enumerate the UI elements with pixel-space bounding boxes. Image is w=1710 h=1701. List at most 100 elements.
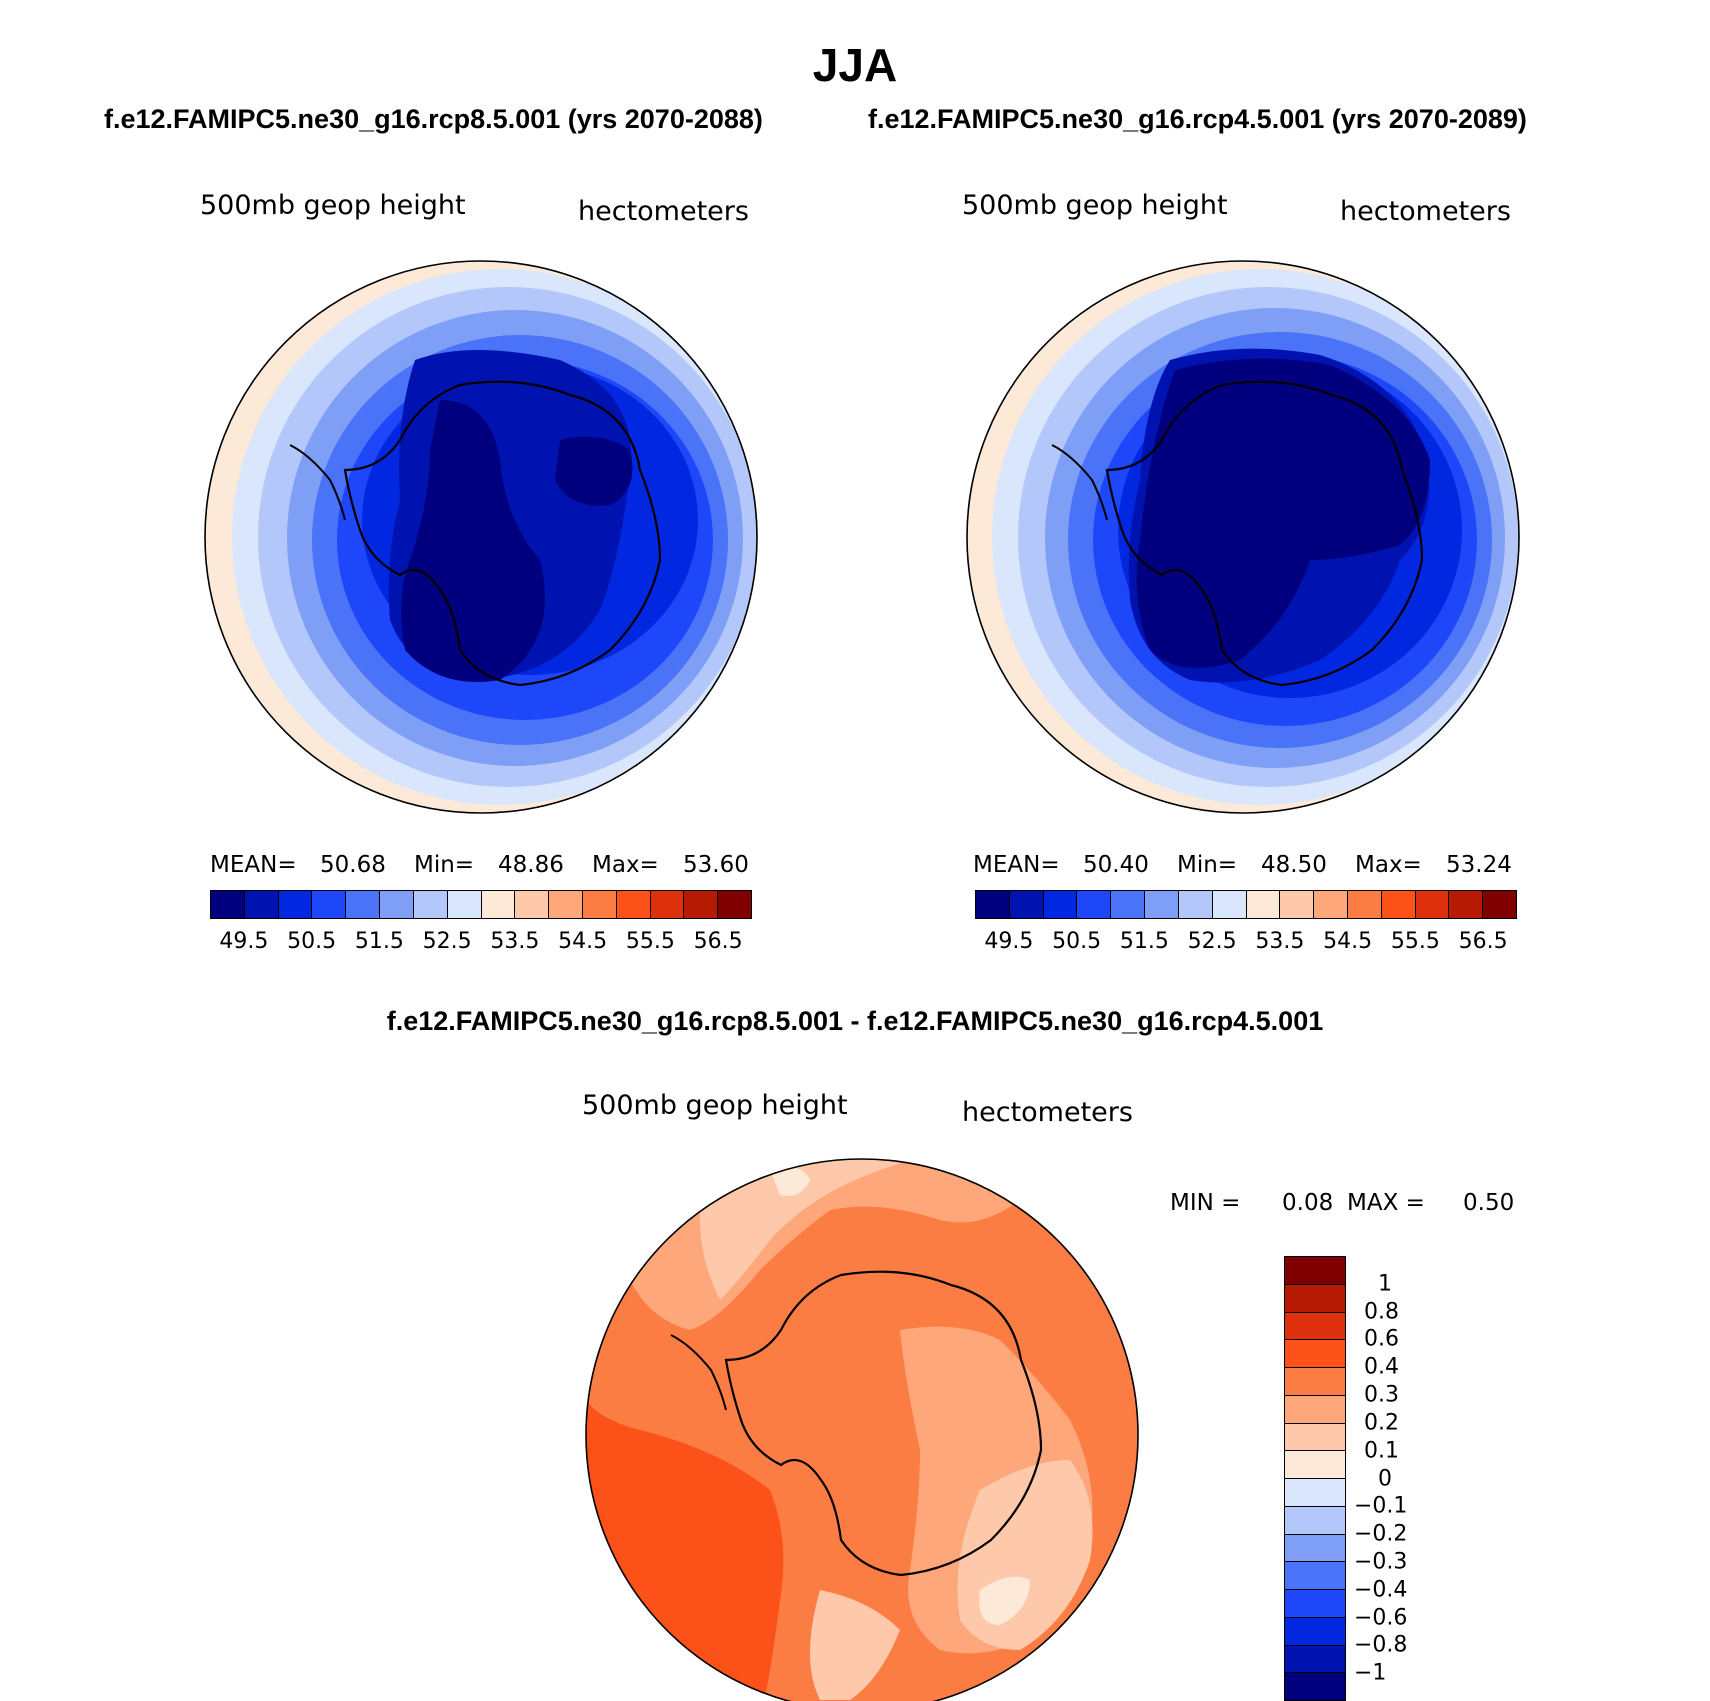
colorbar-swatch <box>1285 1340 1345 1368</box>
colorbar-tick-label: 54.5 <box>1323 929 1373 954</box>
colorbar-swatch <box>447 891 482 918</box>
colorbar-swatch <box>1285 1257 1345 1285</box>
left-mean-label: MEAN= <box>210 852 297 878</box>
colorbar-tick-label: 0.6 <box>1364 1326 1399 1352</box>
colorbar-swatch <box>413 891 448 918</box>
colorbar-tick-label: 53.5 <box>1255 929 1305 954</box>
right-min-label: Min= <box>1177 852 1238 878</box>
colorbar-swatch <box>1285 1395 1345 1424</box>
diff-min-label: MIN = <box>1170 1190 1241 1216</box>
colorbar-swatch <box>1285 1423 1345 1452</box>
colorbar-swatch <box>1415 891 1450 918</box>
left-max-value: 53.60 <box>683 852 749 878</box>
colorbar-swatch <box>1077 891 1112 918</box>
diff-units-label: hectometers <box>962 1097 1133 1128</box>
colorbar-tick-label: 49.5 <box>984 929 1034 954</box>
colorbar-tick-label: 56.5 <box>1458 929 1508 954</box>
left-colorbar <box>210 890 752 919</box>
colorbar-tick-label: 52.5 <box>1187 929 1237 954</box>
right-colorbar <box>975 890 1517 919</box>
diff-max-label: MAX = <box>1347 1190 1425 1216</box>
diff-min-value: 0.08 <box>1282 1190 1334 1216</box>
right-max-label: Max= <box>1355 852 1422 878</box>
right-min-value: 48.50 <box>1261 852 1327 878</box>
left-variable-label: 500mb geop height <box>200 190 466 221</box>
colorbar-tick-label: −0.2 <box>1354 1521 1408 1547</box>
colorbar-tick-label: −0.8 <box>1354 1632 1408 1658</box>
colorbar-swatch <box>481 891 516 918</box>
colorbar-swatch <box>650 891 685 918</box>
colorbar-swatch <box>684 891 719 918</box>
colorbar-tick-label: 0.1 <box>1364 1438 1399 1464</box>
colorbar-swatch <box>1285 1368 1345 1396</box>
colorbar-swatch <box>1449 891 1484 918</box>
colorbar-tick-label: −1 <box>1354 1660 1387 1686</box>
colorbar-tick-label: 0.8 <box>1364 1299 1399 1325</box>
right-mean-value: 50.40 <box>1083 852 1149 878</box>
right-mean-label: MEAN= <box>973 852 1060 878</box>
colorbar-swatch <box>312 891 347 918</box>
colorbar-swatch <box>1347 891 1382 918</box>
colorbar-swatch <box>1043 891 1078 918</box>
colorbar-swatch <box>718 891 751 918</box>
diff-variable-label: 500mb geop height <box>582 1090 848 1121</box>
colorbar-swatch <box>1212 891 1247 918</box>
colorbar-swatch <box>1285 1451 1345 1479</box>
right-variable-label: 500mb geop height <box>962 190 1228 221</box>
colorbar-swatch <box>616 891 651 918</box>
colorbar-tick-label: 54.5 <box>558 929 608 954</box>
colorbar-swatch <box>1285 1617 1345 1646</box>
right-units-label: hectometers <box>1340 196 1511 227</box>
colorbar-swatch <box>244 891 279 918</box>
left-min-label: Min= <box>414 852 475 878</box>
colorbar-tick-label: 0.4 <box>1364 1354 1399 1380</box>
colorbar-swatch <box>1285 1673 1345 1700</box>
colorbar-tick-label: 51.5 <box>1119 929 1169 954</box>
colorbar-tick-label: 51.5 <box>354 929 404 954</box>
diff-title: f.e12.FAMIPC5.ne30_g16.rcp8.5.001 - f.e1… <box>386 1006 1324 1036</box>
colorbar-swatch <box>549 891 583 918</box>
colorbar-swatch <box>1381 891 1416 918</box>
right-case-title: f.e12.FAMIPC5.ne30_g16.rcp4.5.001 (yrs 2… <box>868 104 1527 134</box>
colorbar-tick-label: 52.5 <box>422 929 472 954</box>
diff-colorbar <box>1284 1256 1346 1701</box>
colorbar-swatch <box>1285 1534 1345 1563</box>
colorbar-swatch <box>1111 891 1146 918</box>
colorbar-swatch <box>515 891 550 918</box>
colorbar-swatch <box>1246 891 1281 918</box>
colorbar-tick-label: 50.5 <box>1052 929 1102 954</box>
diff-max-value: 0.50 <box>1463 1190 1515 1216</box>
colorbar-swatch <box>278 891 313 918</box>
colorbar-swatch <box>1145 891 1179 918</box>
colorbar-tick-label: −0.4 <box>1354 1577 1408 1603</box>
colorbar-tick-label: 0 <box>1378 1466 1392 1491</box>
colorbar-tick-label: 1 <box>1378 1271 1392 1297</box>
left-max-label: Max= <box>592 852 659 878</box>
left-units-label: hectometers <box>578 196 749 227</box>
colorbar-swatch <box>1178 891 1213 918</box>
colorbar-tick-label: 53.5 <box>490 929 540 954</box>
colorbar-swatch <box>1285 1312 1345 1341</box>
colorbar-tick-label: 50.5 <box>287 929 337 954</box>
colorbar-swatch <box>1483 891 1516 918</box>
colorbar-swatch <box>380 891 414 918</box>
colorbar-swatch <box>346 891 381 918</box>
colorbar-tick-label: 0.2 <box>1364 1410 1399 1436</box>
colorbar-swatch <box>1285 1562 1345 1590</box>
left-mean-value: 50.68 <box>320 852 386 878</box>
right-max-value: 53.24 <box>1446 852 1512 878</box>
colorbar-swatch <box>1285 1479 1345 1507</box>
colorbar-tick-label: 49.5 <box>219 929 269 954</box>
colorbar-swatch <box>1285 1645 1345 1674</box>
colorbar-tick-label: −0.3 <box>1354 1549 1408 1575</box>
left-case-title: f.e12.FAMIPC5.ne30_g16.rcp8.5.001 (yrs 2… <box>104 104 763 134</box>
colorbar-tick-label: 0.3 <box>1364 1382 1399 1408</box>
colorbar-swatch <box>211 891 245 918</box>
colorbar-tick-label: −0.1 <box>1354 1493 1408 1519</box>
colorbar-tick-label: −0.6 <box>1354 1605 1408 1631</box>
colorbar-swatch <box>1285 1506 1345 1535</box>
colorbar-swatch <box>1314 891 1348 918</box>
